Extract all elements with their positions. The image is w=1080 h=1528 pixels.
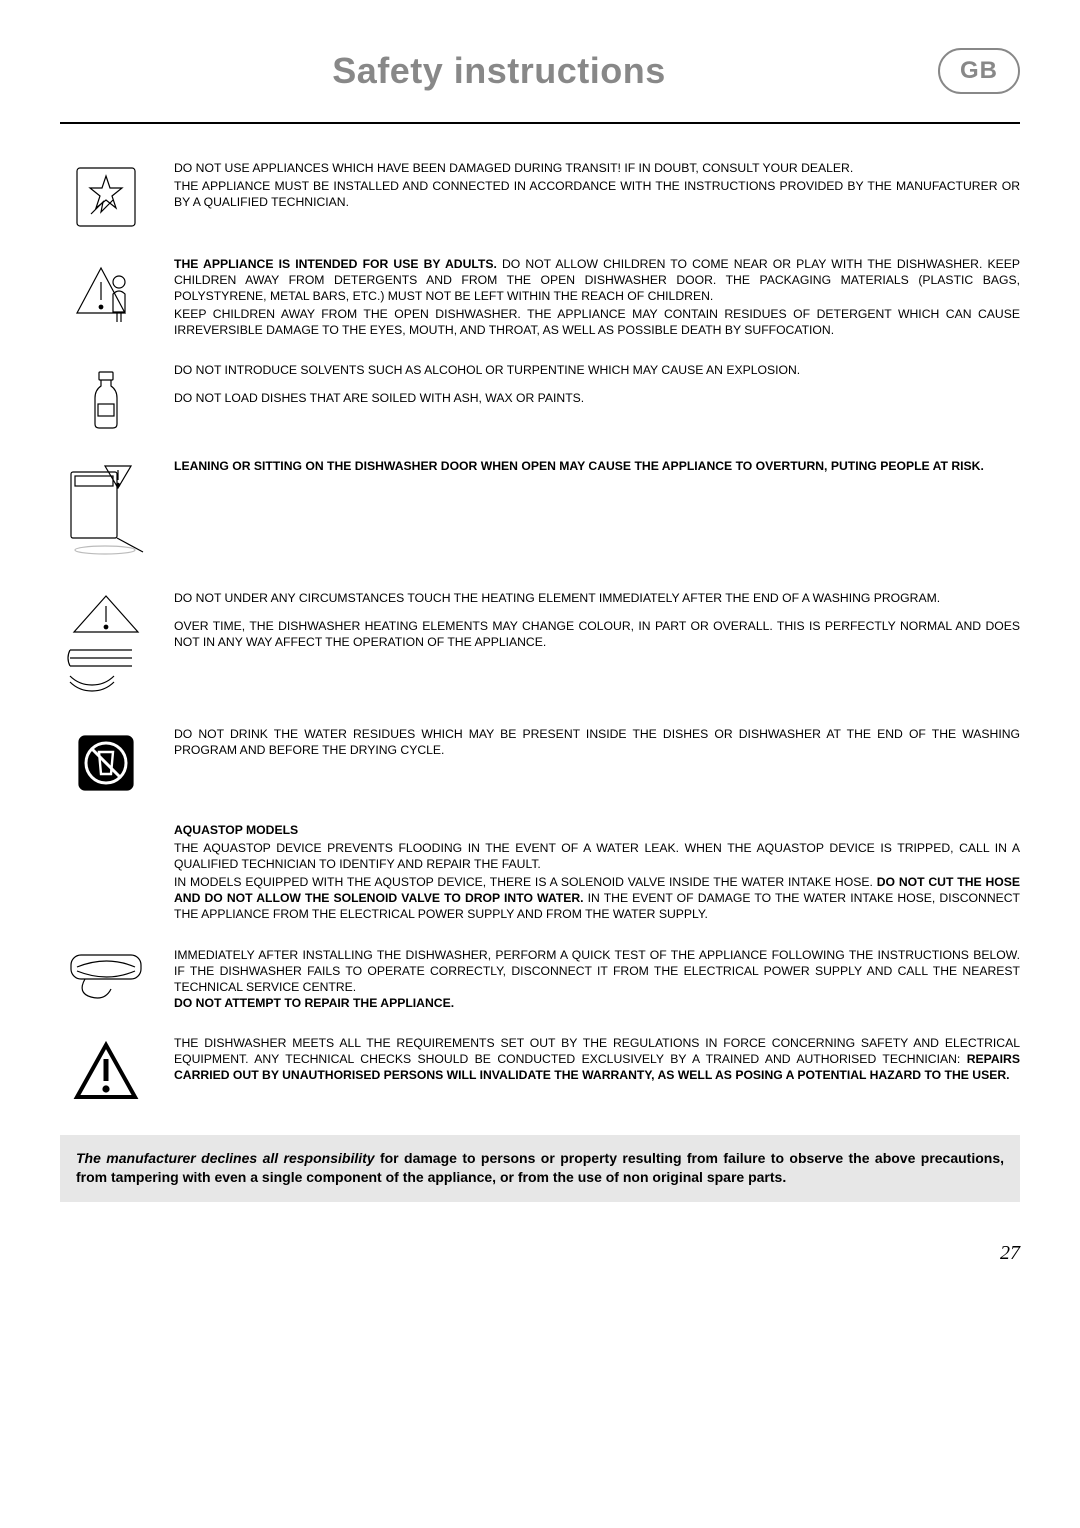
safety-section: AQUASTOP MODELS THE AQUASTOP DEVICE PREVE… — [60, 822, 1020, 923]
bottle-icon — [71, 364, 141, 434]
child-warning-icon — [71, 258, 141, 328]
section-paragraph: THE AQUASTOP DEVICE PREVENTS FLOODING IN… — [174, 840, 1020, 872]
section-paragraph: IMMEDIATELY AFTER INSTALLING THE DISHWAS… — [174, 947, 1020, 1011]
divider — [60, 122, 1020, 124]
breakage-icon — [71, 162, 141, 232]
section-text: DO NOT INTRODUCE SOLVENTS SUCH AS ALCOHO… — [174, 362, 1020, 406]
sections-list: DO NOT USE APPLIANCES WHICH HAVE BEEN DA… — [60, 160, 1020, 1107]
page-number: 27 — [60, 1242, 1020, 1265]
overturn-icon — [61, 460, 151, 556]
breakage-icon — [60, 160, 152, 232]
section-paragraph: LEANING OR SITTING ON THE DISHWASHER DOO… — [174, 458, 1020, 474]
section-text: DO NOT DRINK THE WATER RESIDUES WHICH MA… — [174, 726, 1020, 758]
section-paragraph: DO NOT USE APPLIANCES WHICH HAVE BEEN DA… — [174, 160, 1020, 176]
section-paragraph: THE APPLIANCE IS INTENDED FOR USE BY ADU… — [174, 256, 1020, 304]
language-badge: GB — [938, 48, 1020, 94]
section-paragraph: DO NOT UNDER ANY CIRCUMSTANCES TOUCH THE… — [174, 590, 1020, 606]
section-paragraph: DO NOT DRINK THE WATER RESIDUES WHICH MA… — [174, 726, 1020, 758]
warning-triangle-icon — [60, 1035, 152, 1107]
section-paragraph: THE DISHWASHER MEETS ALL THE REQUIREMENT… — [174, 1035, 1020, 1083]
bottle-icon — [60, 362, 152, 434]
overturn-icon — [60, 458, 152, 556]
section-text: THE APPLIANCE IS INTENDED FOR USE BY ADU… — [174, 256, 1020, 338]
section-paragraph: KEEP CHILDREN AWAY FROM THE OPEN DISHWAS… — [174, 306, 1020, 338]
page-title: Safety instructions — [60, 50, 938, 92]
safety-section: IMMEDIATELY AFTER INSTALLING THE DISHWAS… — [60, 947, 1020, 1011]
section-paragraph: DO NOT INTRODUCE SOLVENTS SUCH AS ALCOHO… — [174, 362, 1020, 378]
no-icon — [60, 822, 152, 824]
section-text: DO NOT UNDER ANY CIRCUMSTANCES TOUCH THE… — [174, 590, 1020, 650]
disclaimer-lead: The manufacturer declines all responsibi… — [76, 1150, 375, 1166]
warning-triangle-icon — [71, 1037, 141, 1107]
heating-icon — [60, 590, 152, 692]
child-warning-icon — [60, 256, 152, 328]
safety-section: DO NOT USE APPLIANCES WHICH HAVE BEEN DA… — [60, 160, 1020, 232]
section-text: IMMEDIATELY AFTER INSTALLING THE DISHWAS… — [174, 947, 1020, 1011]
header-bar: Safety instructions GB — [60, 48, 1020, 94]
section-paragraph: THE APPLIANCE MUST BE INSTALLED AND CONN… — [174, 178, 1020, 210]
safety-section: THE APPLIANCE IS INTENDED FOR USE BY ADU… — [60, 256, 1020, 338]
section-text: THE DISHWASHER MEETS ALL THE REQUIREMENT… — [174, 1035, 1020, 1083]
section-text: DO NOT USE APPLIANCES WHICH HAVE BEEN DA… — [174, 160, 1020, 210]
disclaimer-box: The manufacturer declines all responsibi… — [60, 1135, 1020, 1202]
safety-section: DO NOT UNDER ANY CIRCUMSTANCES TOUCH THE… — [60, 590, 1020, 692]
section-subhead: AQUASTOP MODELS — [174, 822, 1020, 838]
safety-section: DO NOT INTRODUCE SOLVENTS SUCH AS ALCOHO… — [60, 362, 1020, 434]
section-paragraph: DO NOT LOAD DISHES THAT ARE SOILED WITH … — [174, 390, 1020, 406]
section-text: AQUASTOP MODELS THE AQUASTOP DEVICE PREVE… — [174, 822, 1020, 923]
no-drink-icon — [71, 728, 141, 798]
safety-section: THE DISHWASHER MEETS ALL THE REQUIREMENT… — [60, 1035, 1020, 1107]
safety-section: LEANING OR SITTING ON THE DISHWASHER DOO… — [60, 458, 1020, 556]
hose-icon — [67, 949, 145, 1003]
safety-section: DO NOT DRINK THE WATER RESIDUES WHICH MA… — [60, 726, 1020, 798]
section-paragraph: IN MODELS EQUIPPED WITH THE AQUSTOP DEVI… — [174, 874, 1020, 922]
no-drink-icon — [60, 726, 152, 798]
section-text: LEANING OR SITTING ON THE DISHWASHER DOO… — [174, 458, 1020, 474]
hose-icon — [60, 947, 152, 1003]
section-paragraph: OVER TIME, THE DISHWASHER HEATING ELEMEN… — [174, 618, 1020, 650]
heating-icon — [62, 592, 150, 692]
